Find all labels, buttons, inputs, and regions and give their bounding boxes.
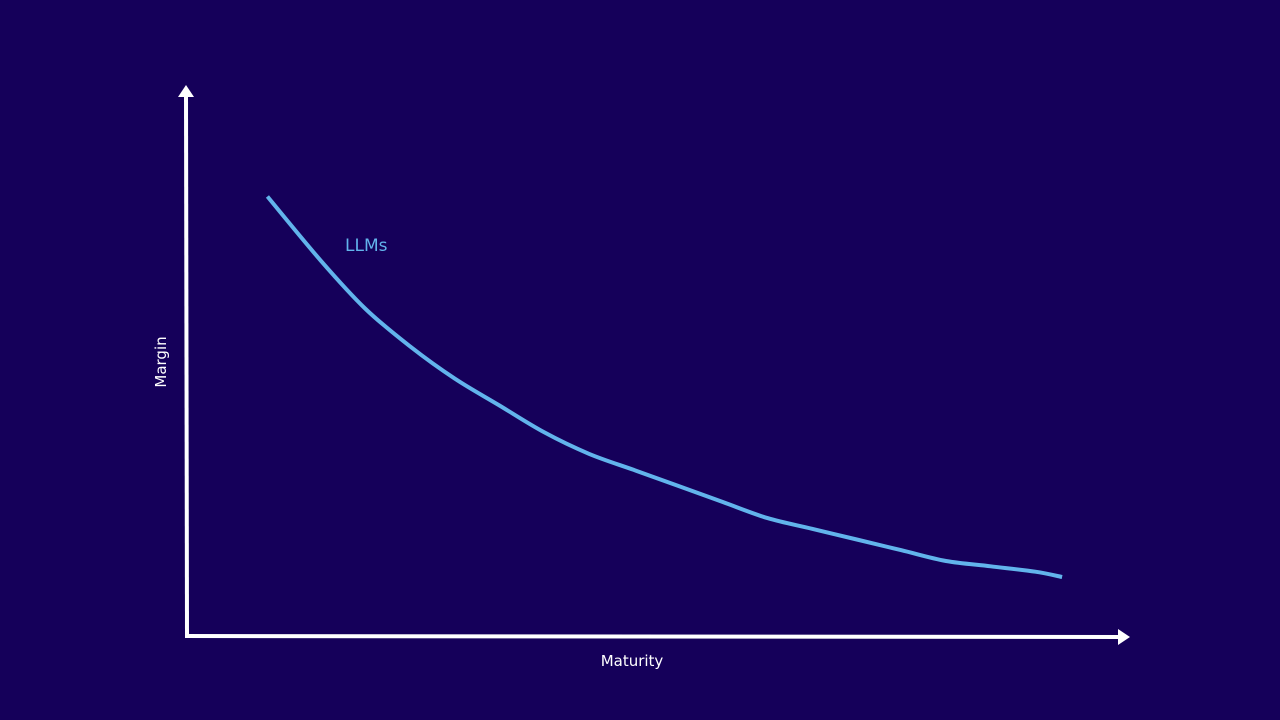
y-axis-arrowhead	[178, 85, 194, 97]
x-axis-arrowhead	[1118, 629, 1130, 645]
series-layer: LLMs	[265, 195, 1063, 579]
x-axis-label: Maturity	[601, 652, 664, 670]
axes	[178, 85, 1130, 645]
y-axis-label: Margin	[152, 336, 170, 387]
series-line-llms	[265, 195, 1063, 579]
series-label-llms: LLMs	[345, 236, 388, 256]
y-axis-line	[184, 92, 189, 637]
x-axis-line	[184, 634, 1123, 639]
